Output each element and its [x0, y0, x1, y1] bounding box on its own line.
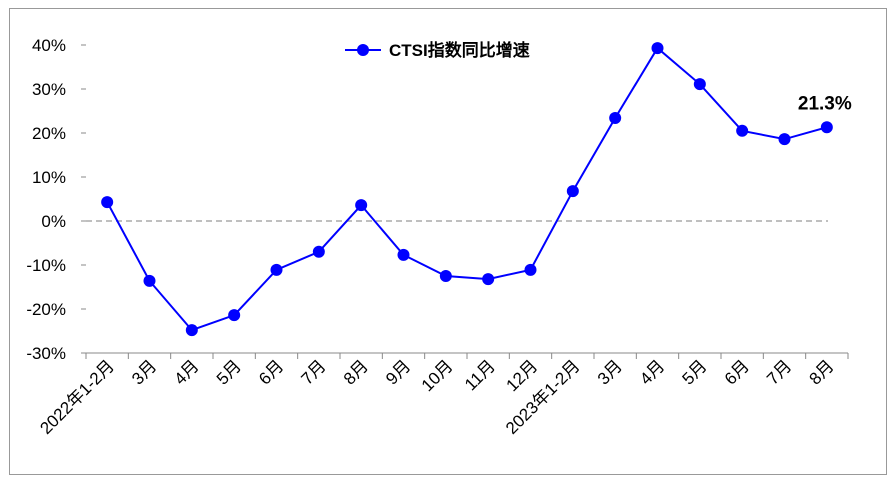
point: [101, 196, 114, 209]
point: [566, 185, 579, 198]
point: [270, 263, 283, 276]
point: [693, 78, 706, 91]
point: [185, 324, 198, 337]
point: [143, 274, 156, 287]
point: [397, 248, 410, 261]
legend-label: CTSI指数同比增速: [389, 40, 530, 60]
line: [106, 46, 828, 332]
point: [820, 121, 833, 134]
point: [312, 245, 325, 258]
point: [439, 270, 452, 282]
point: [609, 112, 622, 125]
point: [482, 273, 495, 286]
point: [736, 124, 749, 137]
y-tick-label: -20%: [26, 300, 66, 319]
legend-marker: [357, 44, 369, 56]
chart-border: [9, 8, 887, 475]
y-tick-label: 20%: [32, 124, 66, 143]
point: [355, 199, 368, 212]
point: [778, 133, 791, 146]
value-label: 21.3%: [798, 93, 852, 114]
y-tick-label: -10%: [26, 256, 66, 275]
point: [524, 263, 537, 276]
y-tick-label: 10%: [32, 168, 66, 187]
y-tick-label: 40%: [32, 36, 66, 55]
point: [228, 309, 241, 322]
y-tick-label: -30%: [26, 344, 66, 363]
point: [651, 42, 664, 55]
y-tick-label: 30%: [32, 80, 66, 99]
y-tick-label: 0%: [41, 212, 66, 231]
